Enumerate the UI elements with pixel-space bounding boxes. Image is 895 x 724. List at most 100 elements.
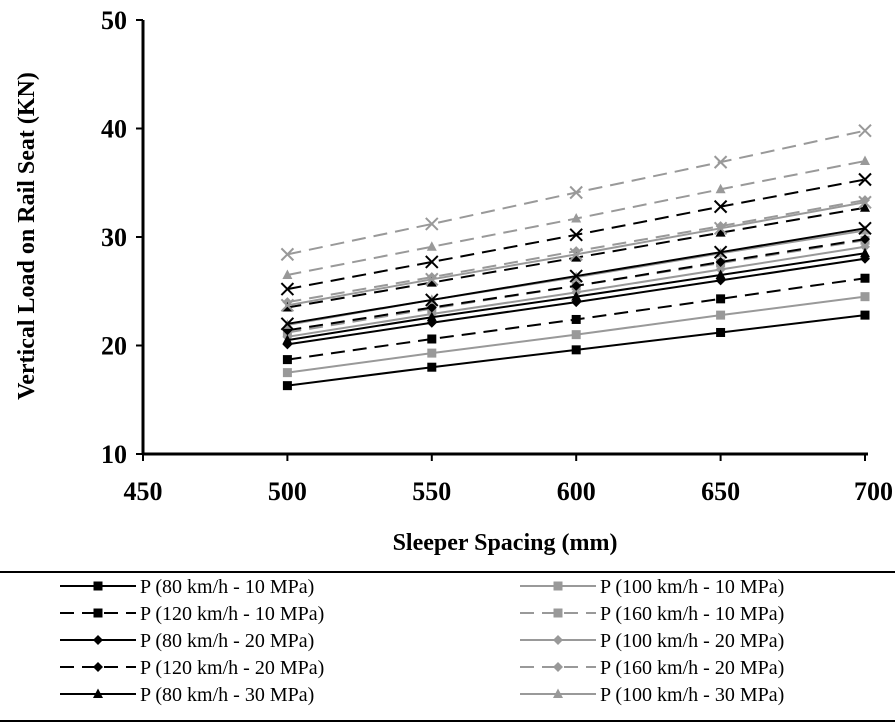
y-tick-label: 10 (101, 440, 127, 469)
legend-item: P (120 km/h - 10 MPa) (60, 603, 324, 625)
triangle-marker (571, 291, 582, 301)
diamond-marker (553, 635, 563, 645)
legend-item: P (100 km/h - 20 MPa) (520, 630, 784, 652)
series (282, 155, 870, 279)
square-marker (571, 345, 581, 355)
legend-item: P (120 km/h - 20 MPa) (60, 657, 324, 679)
square-marker (427, 348, 437, 358)
legend: P (80 km/h - 10 MPa) P (100 km/h - 10 MPa… (0, 571, 895, 722)
series (280, 195, 872, 313)
legend-label: P (80 km/h - 10 MPa) (140, 576, 314, 598)
legend-item: P (80 km/h - 10 MPa) (60, 576, 314, 598)
legend-item: P (80 km/h - 20 MPa) (60, 630, 314, 652)
x-marker-stroke (425, 255, 439, 269)
square-marker (860, 292, 870, 302)
triangle-marker (860, 155, 870, 166)
legend-item: P (160 km/h - 10 MPa) (520, 603, 784, 625)
legend-label: P (100 km/h - 10 MPa) (600, 576, 784, 598)
x-tick-label: 500 (268, 477, 307, 506)
x-marker-stroke (425, 217, 439, 231)
x-marker-stroke (280, 247, 295, 262)
square-marker (93, 608, 103, 618)
x-marker (425, 272, 439, 287)
square-marker (716, 327, 726, 337)
x-tick-label: 700 (854, 477, 893, 506)
x-marker (280, 298, 295, 313)
x-marker-stroke (858, 172, 872, 187)
x-marker-stroke (280, 298, 295, 313)
triangle-marker (553, 688, 563, 698)
triangle-marker (282, 334, 293, 345)
x-marker (280, 247, 295, 262)
triangle-marker (282, 269, 293, 279)
triangle-marker (426, 241, 437, 251)
x-marker-stroke (280, 317, 295, 331)
square-marker (716, 310, 726, 320)
diamond-marker (860, 234, 870, 245)
x-marker-stroke (569, 185, 583, 200)
triangle-marker (426, 311, 437, 322)
x-marker-stroke (713, 155, 728, 169)
legend-label: P (160 km/h - 20 MPa) (600, 657, 784, 679)
x-marker-stroke (425, 293, 439, 307)
diamond-marker (426, 302, 437, 313)
y-tick-label: 20 (101, 332, 127, 361)
legend-label: P (100 km/h - 20 MPa) (600, 630, 784, 652)
y-tick-label: 40 (101, 115, 127, 144)
triangle-marker (715, 183, 726, 194)
legend-item: P (100 km/h - 10 MPa) (520, 576, 784, 598)
diamond-marker (860, 241, 870, 252)
x-tick-label: 450 (124, 477, 163, 506)
x-marker-stroke (569, 247, 583, 262)
triangle-marker (715, 269, 726, 279)
x-marker (713, 245, 728, 259)
square-marker (427, 362, 437, 372)
square-marker (282, 381, 292, 391)
x-marker-stroke (280, 282, 295, 296)
x-marker (713, 155, 728, 169)
x-tick-label: 650 (701, 477, 740, 506)
series (282, 234, 870, 336)
triangle-marker (860, 202, 870, 212)
x-marker-stroke (858, 195, 872, 209)
legend-item: P (80 km/h - 30 MPa) (60, 684, 314, 706)
series (280, 123, 872, 262)
legend-item: P (160 km/h - 20 MPa) (520, 657, 784, 679)
x-marker (569, 269, 583, 283)
triangle-marker (715, 227, 726, 237)
diamond-marker (715, 256, 726, 267)
y-tick-label: 50 (101, 6, 127, 35)
series-layer (280, 123, 872, 391)
diamond-marker (571, 280, 582, 291)
triangle-marker (571, 252, 582, 262)
x-marker (425, 217, 439, 231)
square-marker (93, 581, 103, 591)
x-marker (425, 255, 439, 269)
x-marker-stroke (569, 269, 583, 283)
triangle-marker (426, 277, 437, 287)
x-marker (569, 228, 583, 242)
legend-item: P (100 km/h - 30 MPa) (520, 684, 784, 706)
x-marker-stroke (858, 123, 872, 138)
x-axis-title: Sleeper Spacing (mm) (393, 530, 618, 556)
x-marker-stroke (713, 199, 728, 214)
x-marker (858, 221, 872, 236)
x-marker (713, 199, 728, 214)
triangle-marker (93, 688, 103, 698)
series (282, 292, 870, 378)
square-marker (282, 368, 292, 378)
legend-label: P (120 km/h - 20 MPa) (140, 657, 324, 679)
series (282, 310, 870, 391)
triangle-marker (860, 247, 870, 258)
x-marker (858, 123, 872, 138)
x-marker-stroke (713, 245, 728, 259)
x-marker (280, 282, 295, 296)
triangle-marker (571, 213, 582, 223)
series (280, 221, 872, 331)
square-marker (571, 330, 581, 340)
x-marker (569, 247, 583, 262)
x-marker (280, 317, 295, 331)
y-axis-title: Vertical Load on Rail Seat (KN) (14, 72, 40, 400)
x-ticks: 450 500 550 600 650 700 (124, 454, 893, 506)
